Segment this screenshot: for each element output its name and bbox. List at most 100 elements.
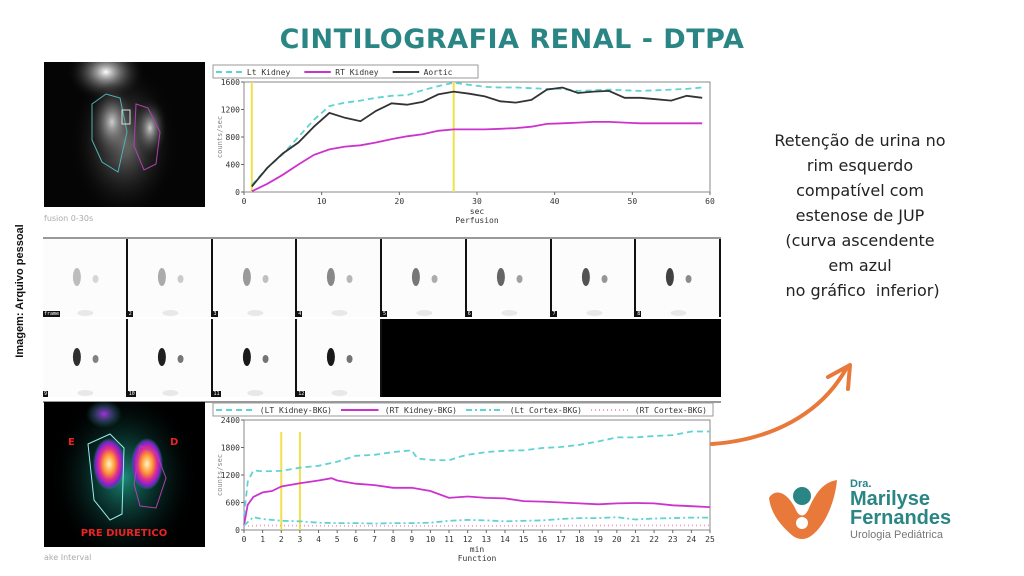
chart-title: Function [458, 554, 497, 563]
x-tick-label: 16 [537, 535, 547, 544]
series-line [243, 516, 710, 527]
function-scan-graphic: E D PRE DIURETICO [44, 402, 205, 547]
frame-number: 2 [127, 311, 133, 317]
dynamic-frame: 8 [636, 239, 721, 317]
note-line: rim esquerdo [806, 156, 914, 175]
x-axis-label: min [470, 545, 485, 554]
plot-area [243, 419, 711, 531]
page-title: CINTILOGRAFIA RENAL - DTPA [279, 24, 745, 55]
frame-image [72, 268, 99, 316]
x-tick-label: 19 [593, 535, 603, 544]
frame-number: 10 [127, 391, 136, 397]
function-chart: (LT Kidney-BKG) (RT Kidney-BKG) (Lt Cortex… [212, 402, 715, 563]
note-line: em azul [828, 256, 892, 275]
dynamic-frames-grid: frame 2 3 4 5 6 7 8 9 10 11 12 [43, 237, 721, 403]
frame-number: 3 [212, 311, 218, 317]
frame-image [242, 348, 269, 396]
y-tick-label: 1600 [221, 78, 240, 87]
series-line [251, 121, 703, 193]
left-side-marker: E [68, 437, 75, 448]
x-tick-label: 10 [317, 197, 327, 206]
frame-image [242, 268, 269, 316]
frame-number: 11 [212, 391, 221, 397]
logo-text: Dra. Marilyse Fernandes Urologia Pediátr… [850, 478, 951, 542]
frame-image [327, 348, 353, 396]
note-line: estenose de JUP [795, 206, 925, 225]
y-tick-label: 800 [226, 133, 241, 142]
frame-image [581, 268, 608, 316]
dynamic-frame: 2 [127, 239, 213, 317]
x-tick-label: 7 [372, 535, 377, 544]
frame-number: 5 [382, 311, 388, 317]
x-tick-label: 13 [481, 535, 491, 544]
dynamic-frame: 5 [382, 239, 467, 317]
y-tick-label: 1800 [221, 444, 240, 453]
frame-number: 7 [551, 311, 557, 317]
x-tick-label: 24 [687, 535, 697, 544]
y-tick-label: 1200 [221, 471, 240, 480]
logo-prefix: Dra. [850, 478, 872, 490]
chart-title: Perfusion [455, 216, 499, 225]
y-tick-label: 0 [235, 188, 240, 197]
frame-image [327, 268, 353, 316]
x-tick-label: 50 [628, 197, 638, 206]
y-tick-label: 600 [226, 499, 241, 508]
logo-mark [769, 480, 837, 539]
pre-diuretic-label: PRE DIURETICO [81, 528, 167, 539]
logo-name-line1: Marilyse [850, 488, 931, 510]
series-line [243, 477, 711, 526]
dynamic-frame: 7 [551, 239, 637, 317]
y-tick-label: 2400 [221, 416, 240, 425]
y-tick-label: 0 [235, 526, 240, 535]
dynamic-frame: 11 [212, 319, 298, 397]
note-line: Retenção de urina no [774, 131, 946, 150]
perfusion-scan-image [44, 62, 205, 207]
x-tick-label: 40 [550, 197, 560, 206]
legend-label: Lt Kidney [247, 68, 291, 77]
x-tick-label: 3 [298, 535, 303, 544]
x-tick-label: 23 [668, 535, 678, 544]
series-line [243, 524, 710, 528]
frame-number: 6 [466, 311, 472, 317]
x-tick-label: 21 [631, 535, 641, 544]
frame-number: 4 [297, 311, 303, 317]
legend-box [212, 402, 714, 417]
x-tick-label: 1 [260, 535, 265, 544]
frame-image [157, 268, 184, 316]
note-line: compatível com [796, 181, 924, 200]
legend-label: (LT Kidney-BKG) [260, 406, 332, 415]
y-axis-label: counts/sec [216, 116, 224, 158]
x-tick-label: 5 [335, 535, 340, 544]
y-axis-label: counts/sec [216, 454, 224, 496]
function-scan-caption: ake Interval [44, 553, 92, 562]
series-line [243, 430, 710, 517]
x-tick-label: 12 [463, 535, 473, 544]
note-line: (curva ascendente [785, 231, 935, 250]
legend-label: RT Kidney [335, 68, 379, 77]
x-tick-label: 6 [353, 535, 358, 544]
x-tick-label: 30 [472, 197, 482, 206]
x-tick-label: 4 [316, 535, 321, 544]
logo-name-line2: Fernandes [850, 507, 952, 529]
dynamic-frame: 6 [466, 239, 552, 317]
x-tick-label: 0 [242, 535, 247, 544]
frame-number: 8 [636, 311, 642, 317]
y-tick-label: 400 [226, 161, 241, 170]
series-line [251, 86, 703, 188]
empty-frames-area [382, 319, 721, 397]
dynamic-frame: 12 [297, 319, 382, 397]
legend-label: Aortic [424, 68, 453, 77]
plot-area [243, 81, 711, 193]
function-scan-image: E D PRE DIURETICO [44, 402, 205, 547]
dynamic-frame: frame [43, 239, 128, 317]
perfusion-scan-graphic [44, 62, 205, 207]
x-tick-label: 25 [705, 535, 715, 544]
dynamic-frame: 9 [43, 319, 128, 397]
x-tick-label: 9 [409, 535, 414, 544]
x-tick-label: 10 [426, 535, 436, 544]
note-line: no gráfico inferior) [780, 281, 940, 300]
series-line [251, 81, 703, 186]
x-tick-label: 2 [279, 535, 284, 544]
x-tick-label: 0 [242, 197, 247, 206]
x-tick-label: 11 [444, 535, 454, 544]
